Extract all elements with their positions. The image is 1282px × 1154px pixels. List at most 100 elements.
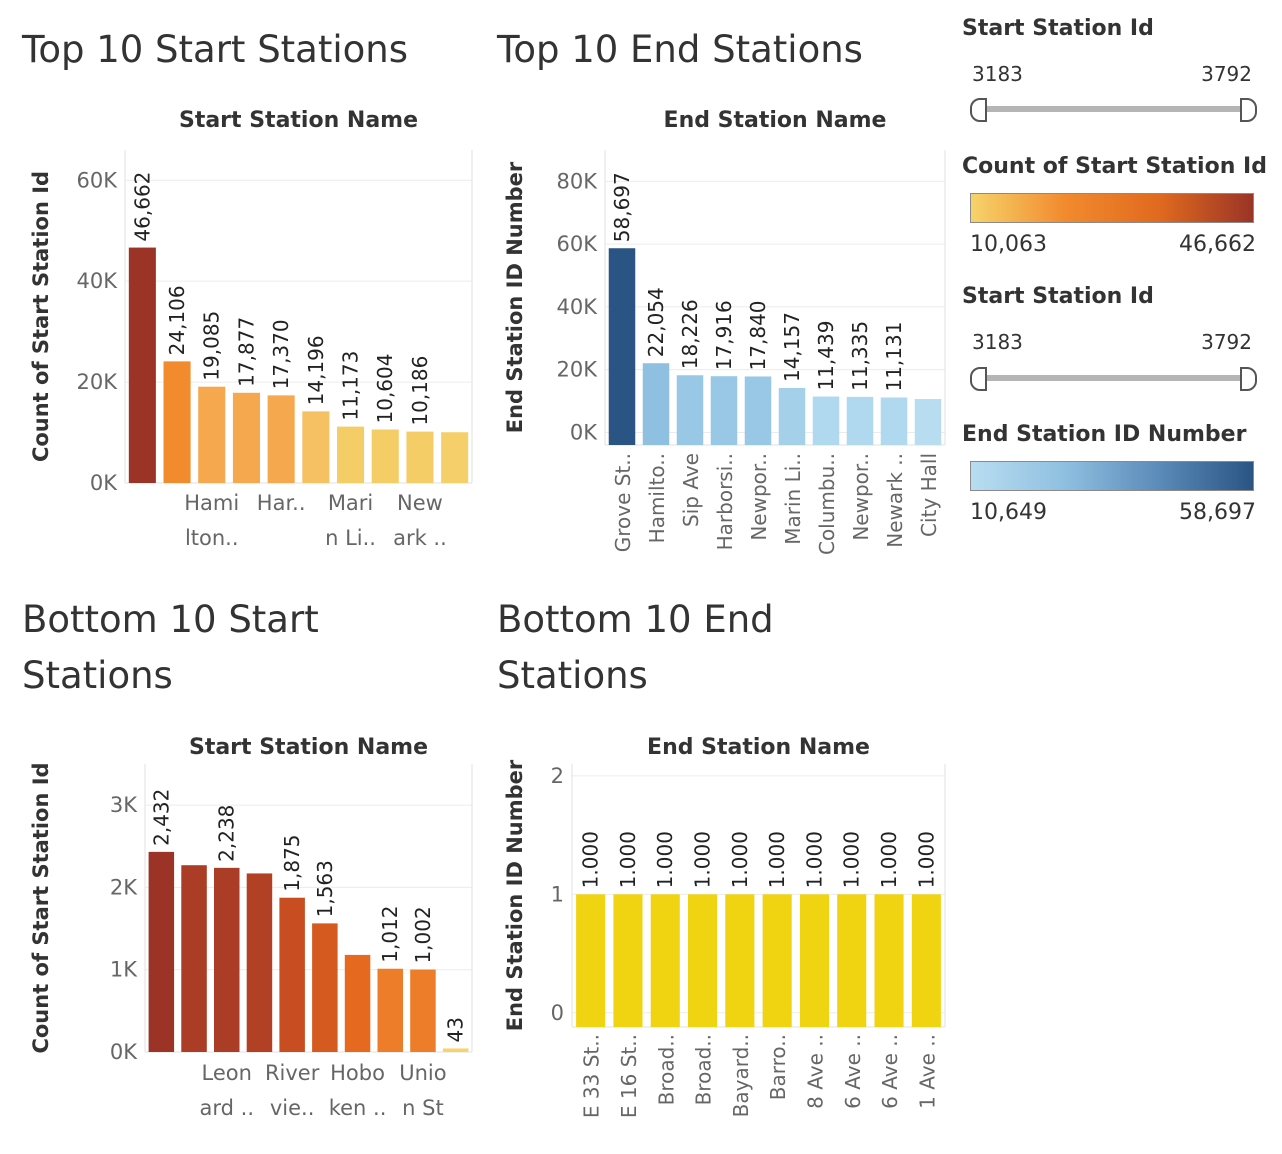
bar [246, 873, 273, 1052]
color-legend-title: Count of Start Station Id [962, 154, 1267, 179]
x-tick-label: Hobo ken .. [329, 1061, 387, 1120]
bar [576, 894, 606, 1027]
bar [676, 375, 704, 445]
data-label: 1.000 [616, 831, 640, 888]
bar [344, 954, 371, 1052]
bar [302, 411, 330, 483]
bar [232, 392, 260, 483]
data-label: 46,662 [130, 172, 154, 242]
y-tick-label: 20K [77, 370, 119, 394]
y-tick-label: 0K [570, 420, 598, 444]
filter-max-value: 3792 [1201, 62, 1252, 86]
x-tick-label: 6 Ave .. [878, 1034, 902, 1109]
data-label: 58,697 [610, 172, 634, 242]
bar [880, 397, 908, 445]
data-label: 1,012 [378, 905, 402, 962]
bar [181, 865, 207, 1052]
bar [441, 432, 469, 483]
bar [377, 968, 404, 1052]
data-label: 11,439 [814, 321, 838, 391]
bar [650, 894, 680, 1027]
bar [846, 396, 874, 445]
x-tick-label: City Hall [917, 453, 941, 537]
chart-bottom-start-stations: Start Station Name Count of Start Station… [29, 735, 473, 1120]
data-label: 1.000 [691, 831, 715, 888]
y-tick-label: 60K [557, 232, 599, 256]
range-slider-handle-right[interactable] [1240, 98, 1257, 122]
bar [837, 894, 867, 1027]
bar [198, 386, 226, 483]
range-slider-track[interactable] [980, 106, 1244, 112]
data-label: 24,106 [165, 285, 189, 355]
bar [812, 396, 840, 445]
bar [406, 431, 434, 483]
data-label: 1,875 [280, 834, 304, 891]
bar [874, 894, 904, 1027]
y-tick-label: 40K [77, 269, 119, 293]
x-tick-label: Marin Li.. [781, 453, 805, 545]
chart-title-top-start: Top 10 Start Stations [22, 28, 409, 71]
chart-title-top-end: Top 10 End Stations [497, 28, 863, 71]
x-tick-label: Broad.. [692, 1034, 716, 1105]
x-tick-label: Grove St.. [611, 453, 635, 552]
data-label: 43 [444, 1017, 468, 1042]
x-tick-label: Har.. [257, 491, 306, 515]
x-axis-header: Start Station Name [189, 735, 428, 760]
range-slider-handle-left[interactable] [970, 98, 987, 122]
bar [267, 395, 295, 483]
data-label: 10,186 [408, 356, 432, 426]
y-tick-label: 80K [557, 169, 599, 193]
chart-top-end-stations: End Station Name End Station ID Number 0K 2… [503, 108, 946, 555]
range-slider-handle-right[interactable] [1240, 367, 1257, 391]
bar [213, 867, 240, 1052]
x-tick-label: Unio n St [399, 1061, 446, 1120]
y-tick-label: 40K [557, 295, 599, 319]
chart-title-bottom-end: Bottom 10 End Stations [497, 592, 774, 704]
y-axis-label: End Station ID Number [503, 759, 527, 1031]
data-label: 2,432 [149, 789, 173, 846]
data-label: 18,226 [678, 299, 702, 369]
y-tick-label: 0K [90, 471, 118, 495]
color-legend-title: End Station ID Number [962, 422, 1247, 447]
chart-bottom-end-stations: End Station Name End Station ID Number 0 1 2… [503, 735, 946, 1118]
bar [688, 894, 718, 1027]
y-axis-label: Count of Start Station Id [29, 762, 53, 1053]
y-tick-label: 2K [110, 875, 138, 899]
color-ramp-blue [970, 461, 1254, 491]
color-legend-max: 46,662 [1179, 232, 1256, 257]
y-tick-label: 3K [110, 793, 138, 817]
data-label: 1.000 [802, 831, 826, 888]
x-tick-label: E 16 St.. [617, 1034, 641, 1118]
x-tick-label: Newpor.. [747, 453, 771, 541]
color-ramp-orange [970, 193, 1254, 223]
bar [608, 248, 636, 445]
data-label: 19,085 [200, 311, 224, 381]
range-slider-handle-left[interactable] [970, 367, 987, 391]
data-label: 1,002 [411, 906, 435, 963]
bar [914, 399, 942, 445]
x-axis-header: End Station Name [647, 735, 870, 760]
x-tick-label: Leon ard .. [200, 1061, 255, 1120]
data-label: 11,173 [339, 351, 363, 421]
bar [642, 363, 670, 445]
x-tick-label: Newark .. [883, 453, 907, 548]
data-label: 14,157 [780, 312, 804, 382]
data-label: 1.000 [653, 831, 677, 888]
x-axis-header: End Station Name [664, 108, 887, 133]
filter-title: Start Station Id [962, 16, 1154, 41]
x-tick-label: 6 Ave .. [841, 1034, 865, 1109]
color-legend-min: 10,063 [970, 232, 1047, 257]
x-tick-label: Broad.. [654, 1034, 678, 1105]
data-label: 17,916 [712, 300, 736, 370]
range-slider-track[interactable] [980, 375, 1244, 381]
data-label: 1,563 [313, 860, 337, 917]
color-legend-min: 10,649 [970, 500, 1047, 525]
bar [762, 894, 792, 1027]
bar [744, 376, 772, 445]
x-tick-label: E 33 St.. [580, 1034, 604, 1118]
bar [312, 923, 338, 1052]
y-tick-label: 20K [557, 358, 599, 382]
data-label: 1.000 [579, 831, 603, 888]
y-axis-label: Count of Start Station Id [29, 171, 53, 462]
